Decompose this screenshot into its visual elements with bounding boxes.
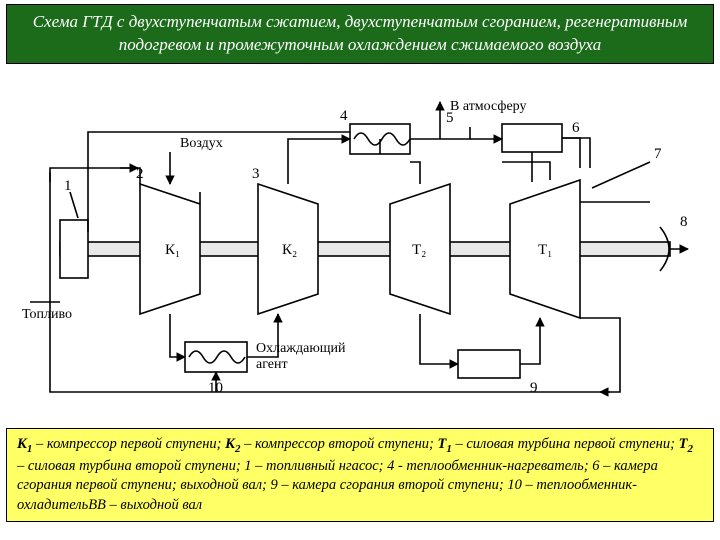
legend-text: К1 – компрессор первой ступени; К2 – ком… [17,436,693,513]
label-T1: Т₁ [538,242,552,258]
num-10: 10 [208,380,223,396]
num-3: 3 [252,166,260,182]
label-air: Воздух [180,136,223,151]
label-K2: К₂ [282,242,297,258]
num-6: 6 [572,120,580,136]
legend-box: К1 – компрессор первой ступени; К2 – ком… [6,428,714,522]
num-8: 8 [680,214,688,230]
num-2: 2 [136,166,144,182]
num-4: 4 [340,108,348,124]
title-text: Схема ГТД с двухступенчатым сжатием, дву… [33,12,688,54]
label-K1: К₁ [165,242,180,258]
schematic-diagram: К₁ К₂ Т₂ Т₁ Воздух В атмосферу Топливо О… [20,92,700,402]
num-5: 5 [446,110,454,126]
label-atm: В атмосферу [450,99,527,114]
diagram-svg: К₁ К₂ Т₂ Т₁ Воздух В атмосферу Топливо О… [20,92,700,402]
num-7: 7 [654,146,662,162]
num-1: 1 [64,178,72,194]
label-T2: Т₂ [412,242,426,258]
num-9: 9 [530,380,538,396]
label-cool-1: Охлаждающий [256,341,346,356]
label-fuel: Топливо [22,307,72,322]
title-box: Схема ГТД с двухступенчатым сжатием, дву… [6,4,714,64]
label-cool-2: агент [256,357,288,372]
